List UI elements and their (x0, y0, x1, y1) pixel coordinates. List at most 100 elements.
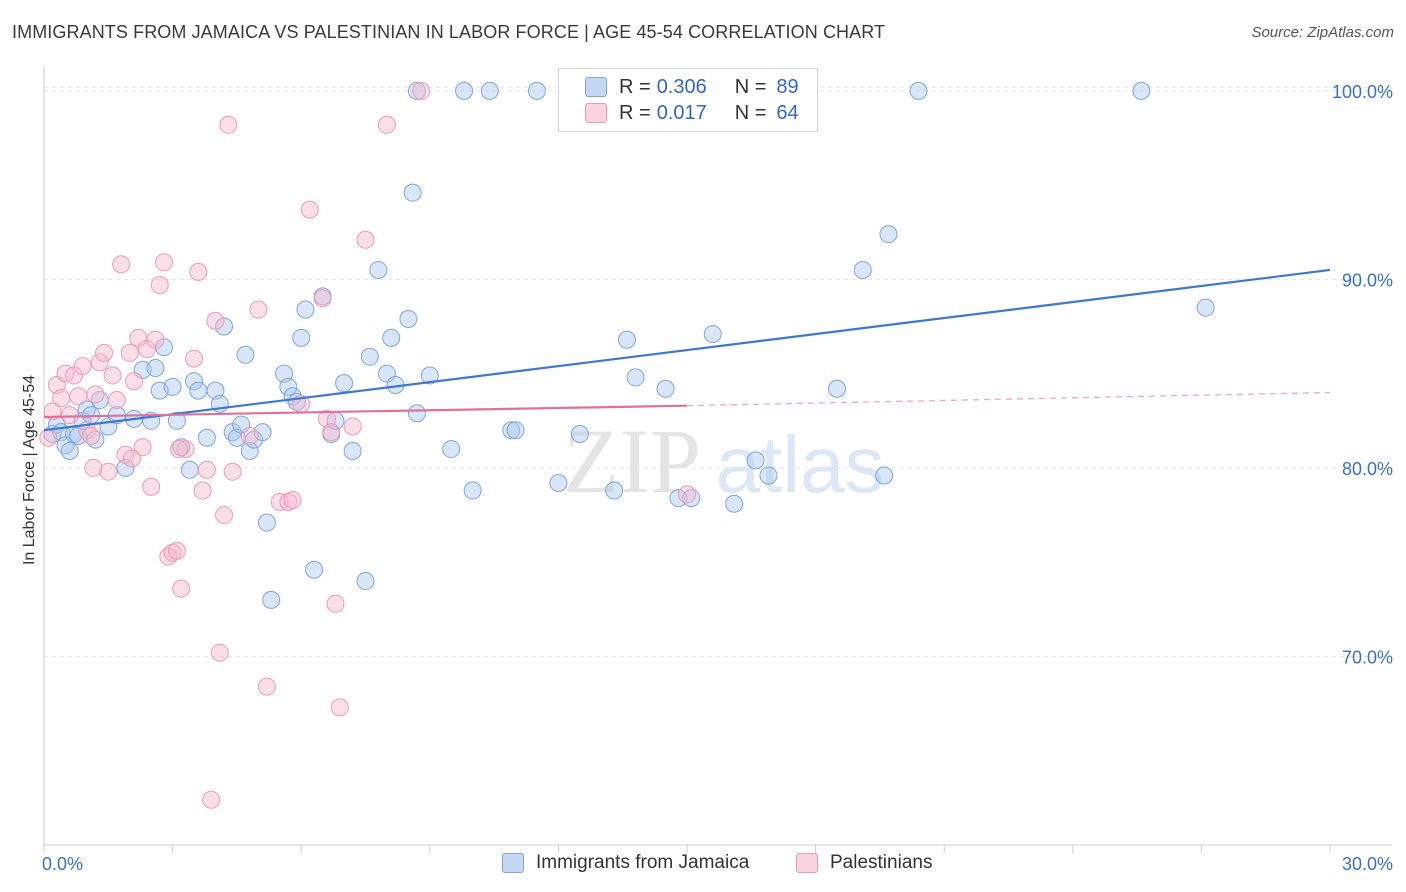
data-point (133, 438, 152, 457)
trend-line-0 (43, 268, 1331, 432)
data-point (875, 466, 894, 485)
data-point (122, 449, 141, 468)
data-point (170, 440, 189, 459)
data-point (407, 404, 426, 423)
y-tick-label: 80.0% (1342, 459, 1393, 479)
data-point (150, 276, 169, 295)
data-point (570, 424, 589, 443)
legend-box: R = 0.306 N = 89 R = 0.017 N = 64 (558, 68, 818, 132)
data-point (193, 481, 212, 500)
data-point (879, 225, 898, 244)
bottom-legend: Immigrants from Jamaica Palestinians (0, 852, 1406, 878)
data-point (69, 426, 88, 445)
gridlines (44, 86, 1392, 657)
data-point (480, 81, 499, 100)
data-point (69, 387, 88, 406)
data-point (219, 115, 238, 134)
bottom-legend-palestinians[interactable]: Palestinians (796, 852, 932, 874)
data-point (197, 428, 216, 447)
data-point (82, 426, 101, 445)
data-point (296, 300, 315, 319)
legend-r-label: R = (619, 75, 651, 98)
data-point (155, 253, 174, 272)
data-point (605, 481, 624, 500)
data-point (262, 590, 281, 609)
axes (43, 66, 1392, 853)
data-point (240, 441, 259, 460)
data-point (442, 440, 461, 459)
data-point (725, 494, 744, 513)
data-point (60, 441, 79, 460)
data-point (656, 379, 675, 398)
data-point (292, 328, 311, 347)
series-palestinians-points (39, 81, 696, 809)
y-axis-label: In Labor Force | Age 45-54 (21, 374, 38, 566)
data-point (90, 353, 109, 372)
data-point (382, 328, 401, 347)
data-point (322, 423, 341, 442)
data-point (39, 428, 58, 447)
x-tick-label-max: 30.0% (1342, 854, 1393, 874)
legend-n-label: N = (734, 101, 767, 124)
data-point (163, 377, 182, 396)
data-point (360, 347, 379, 366)
data-point (249, 300, 268, 319)
data-point (60, 406, 79, 425)
data-point (1196, 298, 1215, 317)
bottom-legend-jamaica[interactable]: Immigrants from Jamaica (502, 852, 749, 874)
legend-row-palestinians: R = 0.017 N = 64 (585, 101, 799, 125)
legend-row-jamaica: R = 0.306 N = 89 (585, 75, 799, 99)
data-point (326, 594, 345, 613)
data-point (240, 426, 259, 445)
data-point (369, 260, 388, 279)
data-point (167, 411, 186, 430)
x-tick-label-min: 0.0% (42, 854, 83, 874)
data-point (73, 357, 92, 376)
data-point (746, 451, 765, 470)
data-point (678, 485, 696, 504)
data-point (343, 417, 362, 436)
legend-r-label: R = (619, 101, 651, 124)
data-point (95, 343, 114, 362)
data-point (828, 379, 847, 398)
data-point (305, 560, 324, 579)
data-point (257, 677, 276, 696)
data-point (399, 309, 418, 328)
data-point (549, 474, 568, 493)
y-tick-label: 100.0% (1332, 82, 1393, 102)
data-point (172, 579, 191, 598)
data-point (197, 460, 216, 479)
data-point (99, 462, 118, 481)
data-point (300, 200, 319, 219)
data-point (377, 115, 396, 134)
data-point (112, 255, 131, 274)
tick-labels: 70.0% 80.0% 90.0% 100.0% 0.0% 30.0% (42, 82, 1393, 874)
y-tick-label: 70.0% (1342, 647, 1393, 667)
data-point (120, 343, 139, 362)
data-point (142, 477, 161, 496)
legend-swatch-jamaica (585, 77, 607, 97)
data-point (403, 183, 422, 202)
data-point (52, 389, 71, 408)
data-point (455, 81, 474, 100)
data-point (125, 372, 144, 391)
data-point (176, 440, 195, 459)
data-point (116, 458, 135, 477)
data-point (412, 81, 431, 100)
data-point (617, 330, 636, 349)
source-credit: Source: ZipAtlas.com (1251, 24, 1394, 41)
bottom-legend-label-jamaica: Immigrants from Jamaica (536, 852, 750, 873)
data-point (626, 368, 645, 387)
data-point (420, 366, 439, 385)
trend-lines (43, 268, 1331, 432)
legend-r-value-jamaica: 0.306 (656, 75, 707, 98)
data-point (107, 391, 126, 410)
data-point (853, 260, 872, 279)
chart-title: IMMIGRANTS FROM JAMAICA VS PALESTINIAN I… (12, 22, 886, 42)
data-point (202, 790, 221, 809)
legend-n-value-palestinians: 64 (776, 101, 799, 124)
trend-line-1 (43, 404, 688, 419)
data-point (189, 262, 208, 281)
data-point (909, 81, 928, 100)
